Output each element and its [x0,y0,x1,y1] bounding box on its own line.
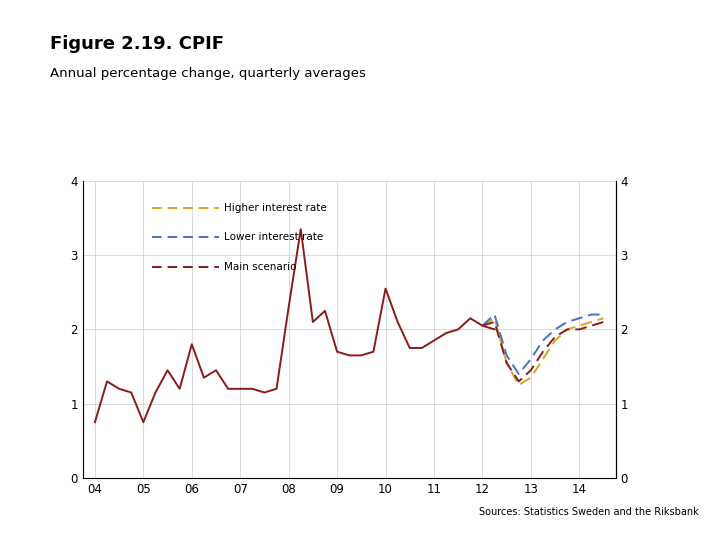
Text: Lower interest rate: Lower interest rate [224,232,323,242]
Text: Main scenario: Main scenario [224,262,297,272]
Text: Sources: Statistics Sweden and the Riksbank: Sources: Statistics Sweden and the Riksb… [479,507,698,517]
Text: Higher interest rate: Higher interest rate [224,202,327,213]
Text: Annual percentage change, quarterly averages: Annual percentage change, quarterly aver… [50,68,366,80]
Text: Figure 2.19. CPIF: Figure 2.19. CPIF [50,35,225,53]
